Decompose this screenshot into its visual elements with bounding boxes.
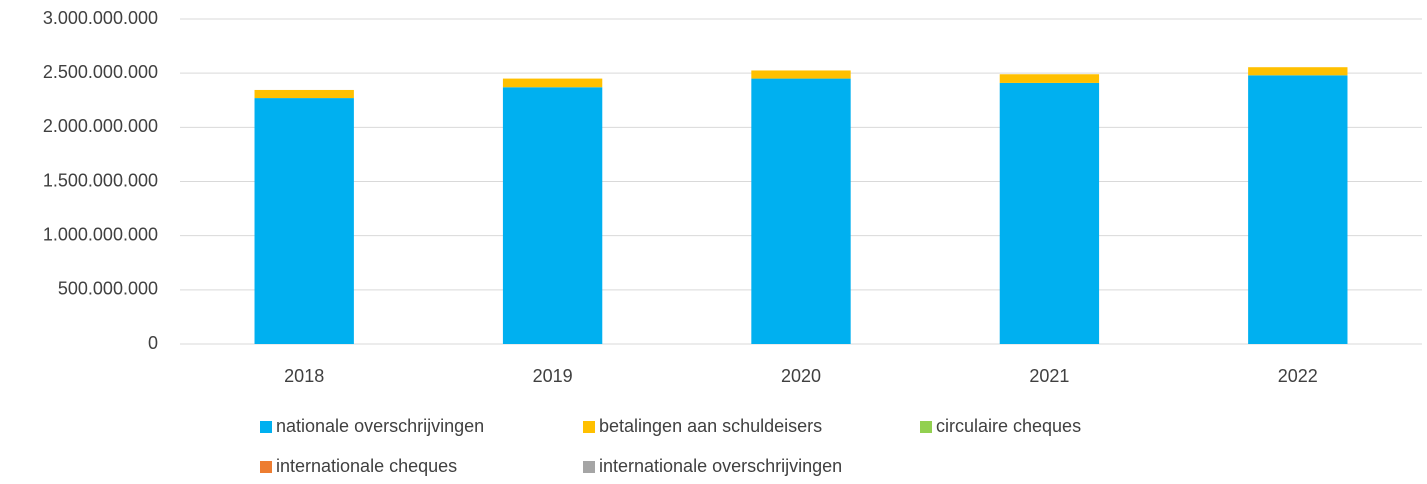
bar-segment [502,87,603,344]
legend-label: internationale overschrijvingen [599,456,842,476]
bar-segment [254,98,354,344]
x-tick-label: 2022 [1278,366,1318,386]
bar-segment [751,70,851,79]
y-tick-label: 2.000.000.000 [43,116,158,136]
x-tick-label: 2018 [284,366,324,386]
legend-label: circulaire cheques [936,416,1081,436]
y-tick-label: 2.500.000.000 [43,62,158,82]
legend-swatch [583,421,595,433]
legend-swatch [583,461,595,473]
legend-label: nationale overschrijvingen [276,416,484,436]
legend-label: betalingen aan schuldeisers [599,416,822,436]
bar-segment [1248,67,1348,76]
y-tick-label: 3.000.000.000 [43,8,158,28]
y-tick-label: 500.000.000 [58,279,158,299]
x-tick-label: 2021 [1029,366,1069,386]
bar-segment [254,89,354,99]
x-tick-label: 2020 [781,366,821,386]
bar-segment [751,78,851,344]
legend-label: internationale cheques [276,456,457,476]
bar-segment [502,78,603,88]
x-tick-label: 2019 [533,366,573,386]
bar-segment [999,82,1100,345]
bar-segment [1248,75,1348,344]
y-tick-label: 1.000.000.000 [43,224,158,244]
legend-swatch [260,421,272,433]
y-tick-label: 1.500.000.000 [43,170,158,190]
legend-swatch [920,421,932,433]
y-tick-label: 0 [148,333,158,353]
legend-swatch [260,461,272,473]
bar-segment [999,74,1100,83]
